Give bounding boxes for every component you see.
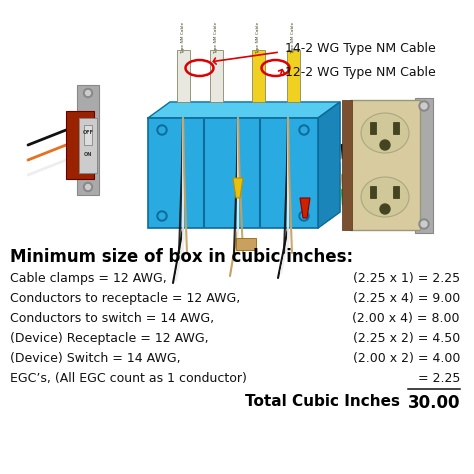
Circle shape	[159, 127, 165, 133]
Text: ON: ON	[84, 153, 92, 157]
Circle shape	[380, 204, 390, 214]
Text: Minimum size of box in cubic inches:: Minimum size of box in cubic inches:	[10, 248, 353, 266]
Circle shape	[419, 101, 429, 111]
Text: = 2.25: = 2.25	[418, 372, 460, 385]
Text: (Device) Receptacle = 12 AWG,: (Device) Receptacle = 12 AWG,	[10, 332, 209, 345]
Polygon shape	[318, 102, 340, 228]
Circle shape	[83, 182, 92, 191]
Text: Type NM Cable: Type NM Cable	[291, 22, 295, 54]
Bar	[370, 122, 376, 134]
Text: (2.00 x 2) = 4.00: (2.00 x 2) = 4.00	[353, 352, 460, 365]
Bar	[177, 50, 190, 102]
Polygon shape	[233, 178, 243, 198]
Polygon shape	[236, 238, 256, 250]
Bar	[77, 85, 99, 195]
Text: Type NM Cable: Type NM Cable	[256, 22, 260, 54]
Circle shape	[157, 211, 167, 221]
Bar	[370, 186, 376, 198]
Text: Total Cubic Inches: Total Cubic Inches	[245, 394, 400, 409]
Polygon shape	[148, 102, 340, 118]
Bar	[287, 50, 300, 102]
Text: (2.00 x 4) = 8.00: (2.00 x 4) = 8.00	[353, 312, 460, 325]
Bar	[252, 50, 265, 102]
Text: OFF: OFF	[82, 130, 93, 136]
Circle shape	[159, 213, 165, 219]
Circle shape	[85, 184, 91, 190]
Bar	[415, 98, 433, 233]
Text: 12-2 WG Type NM Cable: 12-2 WG Type NM Cable	[285, 65, 436, 79]
Text: Cable clamps = 12 AWG,: Cable clamps = 12 AWG,	[10, 272, 167, 285]
Bar	[148, 118, 318, 228]
Polygon shape	[300, 198, 310, 218]
Text: EGC’s, (All EGC count as 1 conductor): EGC’s, (All EGC count as 1 conductor)	[10, 372, 247, 385]
Bar	[342, 100, 352, 230]
Text: (2.25 x 4) = 9.00: (2.25 x 4) = 9.00	[353, 292, 460, 305]
Ellipse shape	[361, 113, 409, 153]
Text: Conductors to receptacle = 12 AWG,: Conductors to receptacle = 12 AWG,	[10, 292, 240, 305]
Circle shape	[421, 103, 427, 109]
Circle shape	[83, 89, 92, 98]
Bar	[66, 111, 94, 179]
Circle shape	[421, 221, 427, 227]
Circle shape	[299, 211, 309, 221]
Bar	[210, 50, 223, 102]
Bar	[350, 100, 420, 230]
Circle shape	[301, 127, 307, 133]
Text: Type NM Cable: Type NM Cable	[181, 22, 185, 54]
Text: 14-2 WG Type NM Cable: 14-2 WG Type NM Cable	[285, 42, 436, 55]
Bar	[393, 122, 399, 134]
Bar	[79, 118, 97, 173]
Circle shape	[157, 125, 167, 135]
Ellipse shape	[361, 177, 409, 217]
Circle shape	[299, 125, 309, 135]
Circle shape	[380, 140, 390, 150]
Bar	[393, 186, 399, 198]
Text: (2.25 x 2) = 4.50: (2.25 x 2) = 4.50	[353, 332, 460, 345]
Bar	[84, 125, 92, 145]
Text: 30.00: 30.00	[408, 394, 460, 412]
Circle shape	[419, 219, 429, 229]
Circle shape	[85, 91, 91, 95]
Text: (2.25 x 1) = 2.25: (2.25 x 1) = 2.25	[353, 272, 460, 285]
Text: Type NM Cable: Type NM Cable	[214, 22, 218, 54]
Circle shape	[301, 213, 307, 219]
Text: Conductors to switch = 14 AWG,: Conductors to switch = 14 AWG,	[10, 312, 214, 325]
Text: (Device) Switch = 14 AWG,: (Device) Switch = 14 AWG,	[10, 352, 181, 365]
